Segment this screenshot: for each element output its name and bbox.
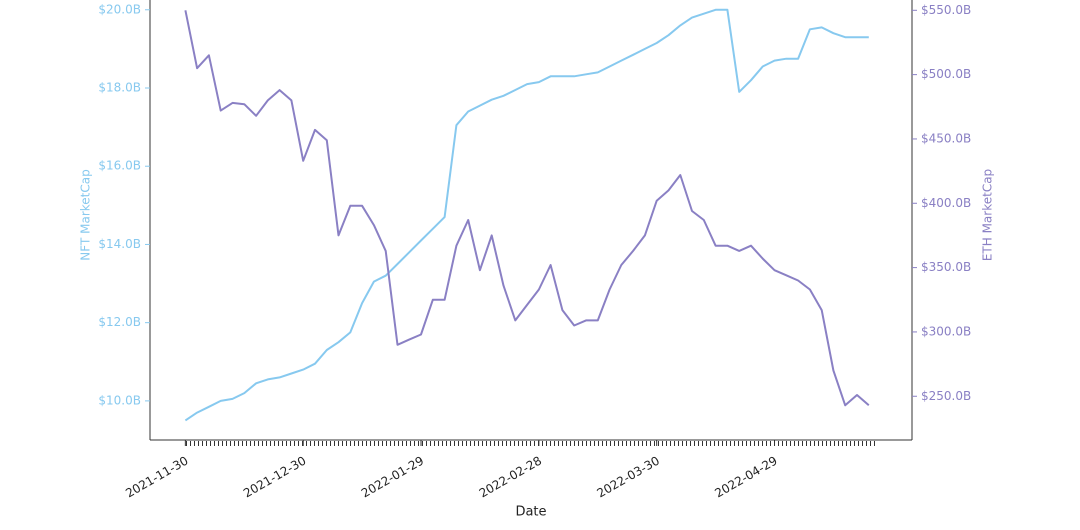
y2-tick-label: $550.0B — [921, 3, 971, 17]
y2-axis-label: ETH MarketCap — [981, 169, 995, 261]
y2-tick-label: $400.0B — [921, 196, 971, 210]
x-tick-label: 2021-11-30 — [123, 454, 190, 501]
x-tick-label: 2022-03-30 — [595, 454, 662, 501]
y2-tick-label: $300.0B — [921, 324, 971, 338]
y-tick-label: $20.0B — [98, 2, 141, 16]
series-line — [184, 8, 869, 422]
y2-tick-label: $450.0B — [921, 131, 971, 145]
y2-tick-label: $250.0B — [921, 389, 971, 403]
y2-tick-label: $500.0B — [921, 67, 971, 81]
y2-tick-label: $350.0B — [921, 260, 971, 274]
x-tick-label: 2022-01-29 — [359, 454, 426, 501]
series-line — [184, 10, 870, 407]
x-tick-label: 2021-12-30 — [241, 454, 308, 501]
y-tick-label: $12.0B — [98, 315, 141, 329]
x-tick-label: 2022-04-29 — [712, 454, 779, 501]
x-axis-label: Date — [515, 505, 546, 520]
x-tick-label: 2022-02-28 — [477, 454, 544, 501]
y-tick-label: $16.0B — [98, 159, 141, 173]
y-axis-label: NFT MarketCap — [79, 169, 93, 260]
y-tick-label: $14.0B — [98, 237, 141, 251]
y-tick-label: $10.0B — [98, 393, 141, 407]
y-tick-label: $18.0B — [98, 81, 141, 95]
